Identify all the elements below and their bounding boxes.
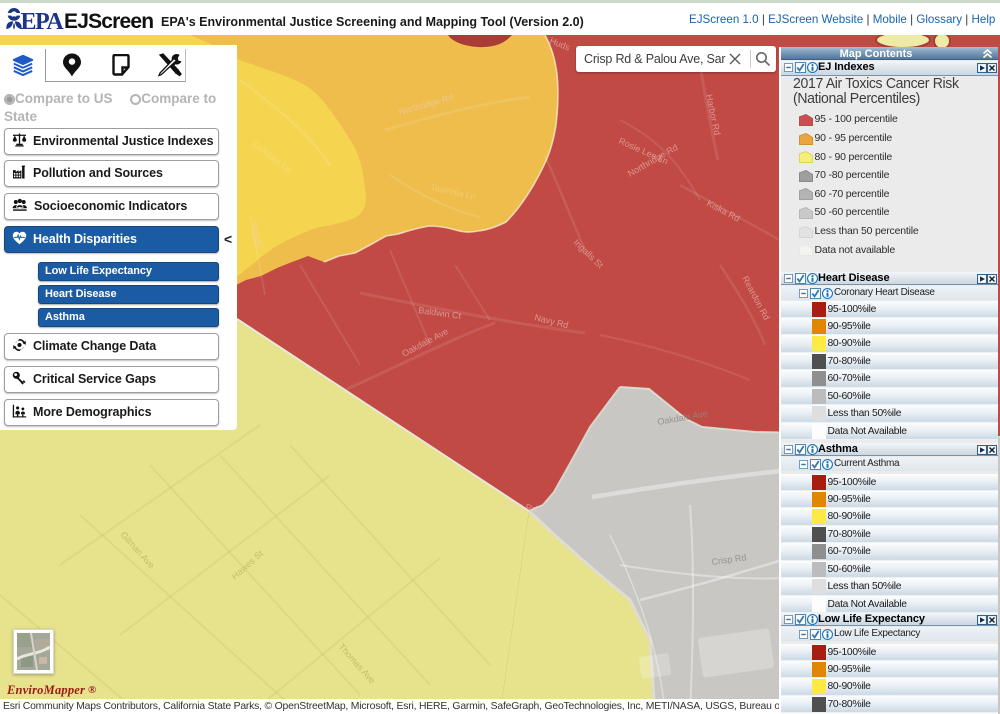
svg-text:Harbor Rd: Harbor Rd bbox=[704, 93, 722, 136]
svg-text:Crisp Rd: Crisp Rd bbox=[711, 552, 747, 567]
svg-text:Kiska Rd: Kiska Rd bbox=[705, 198, 741, 224]
svg-text:Reardon Rd: Reardon Rd bbox=[740, 274, 772, 322]
svg-text:Baldwin Ct: Baldwin Ct bbox=[418, 305, 462, 321]
svg-text:EPA: EPA bbox=[21, 9, 65, 33]
svg-text:Ingalls: Ingalls bbox=[250, 222, 264, 250]
svg-text:Ingalls St: Ingalls St bbox=[572, 237, 606, 270]
